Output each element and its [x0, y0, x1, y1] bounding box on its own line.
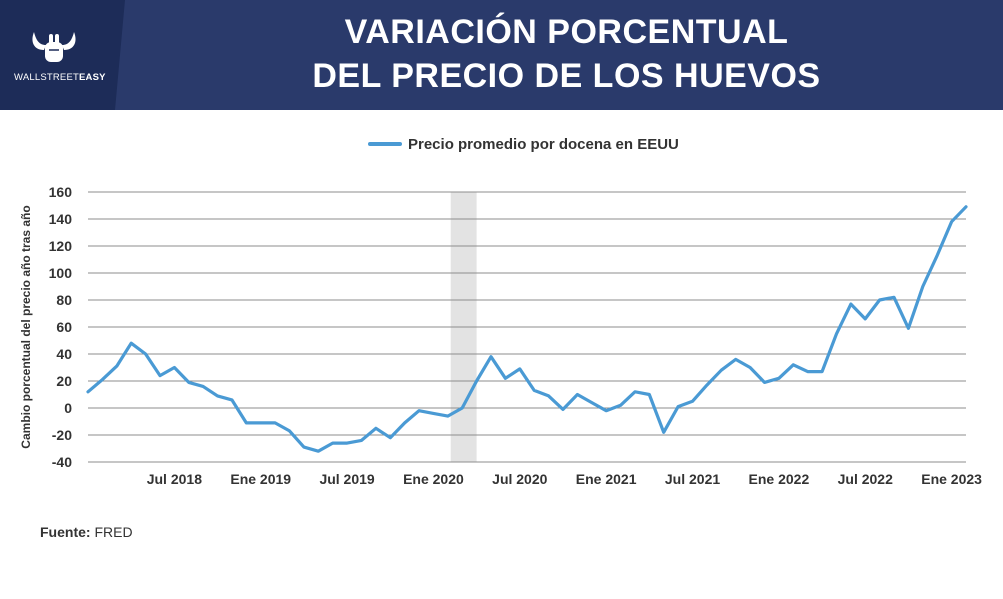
- y-tick-label: 100: [49, 265, 73, 281]
- title-line-1: VARIACIÓN PORCENTUAL: [344, 13, 789, 51]
- line-chart: Precio promedio por docena en EEUU Cambi…: [19, 136, 982, 487]
- logo-panel: WALLSTREETEASY: [0, 0, 125, 110]
- y-tick-label: 140: [49, 211, 73, 227]
- y-tick-label: -20: [52, 427, 72, 443]
- x-tick-label: Jul 2019: [319, 471, 374, 487]
- source-note: Fuente: FRED: [40, 524, 133, 540]
- bull-horns-hand-icon: [32, 32, 76, 62]
- y-tick-label: 40: [56, 346, 72, 362]
- y-tick-label: 60: [56, 319, 72, 335]
- y-axis-label: Cambio porcentual del precio año tras añ…: [19, 205, 33, 448]
- y-tick-label: 80: [56, 292, 72, 308]
- title-line-2: DEL PRECIO DE LOS HUEVOS: [312, 57, 821, 95]
- page-title: VARIACIÓN PORCENTUAL DEL PRECIO DE LOS H…: [130, 10, 1003, 98]
- y-tick-label: 120: [49, 238, 73, 254]
- x-tick-label: Ene 2019: [230, 471, 291, 487]
- x-tick-label: Jul 2020: [492, 471, 547, 487]
- legend-label: Precio promedio por docena en EEUU: [408, 136, 679, 153]
- y-tick-label: 20: [56, 373, 72, 389]
- y-tick-label: -40: [52, 454, 72, 470]
- series-line: [86, 205, 968, 453]
- brand-name: WALLSTREETEASY: [14, 72, 106, 83]
- y-tick-label: 160: [49, 184, 73, 200]
- x-tick-label: Ene 2023: [921, 471, 982, 487]
- x-tick-label: Ene 2022: [749, 471, 810, 487]
- x-tick-label: Ene 2021: [576, 471, 637, 487]
- y-tick-label: 0: [64, 400, 72, 416]
- source-value: FRED: [94, 524, 133, 540]
- header-banner: WALLSTREETEASY VARIACIÓN PORCENTUAL DEL …: [0, 0, 1003, 110]
- x-tick-label: Ene 2020: [403, 471, 464, 487]
- source-label: Fuente:: [40, 524, 91, 540]
- x-tick-label: Jul 2021: [665, 471, 720, 487]
- x-tick-label: Jul 2022: [838, 471, 893, 487]
- x-tick-label: Jul 2018: [147, 471, 202, 487]
